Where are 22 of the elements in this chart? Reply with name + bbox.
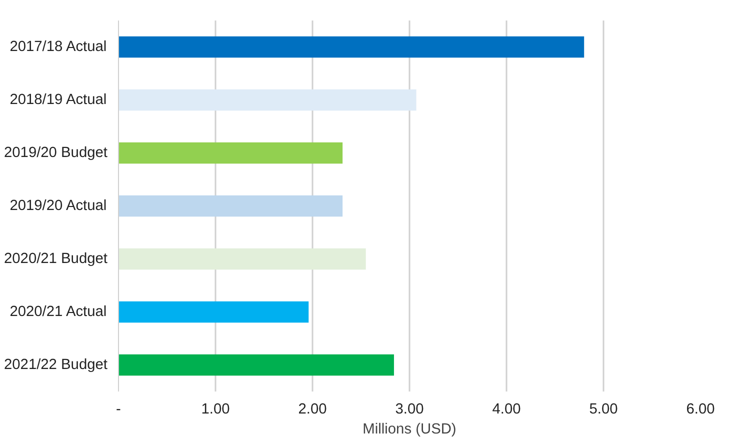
y-tick-label: 2020/21 Actual bbox=[10, 304, 107, 320]
y-tick-label: 2017/18 Actual bbox=[10, 39, 107, 55]
x-tick-label: 5.00 bbox=[589, 402, 618, 418]
x-tick-label: 6.00 bbox=[686, 402, 715, 418]
x-tick-label: 1.00 bbox=[201, 402, 230, 418]
bar bbox=[118, 301, 309, 323]
bar bbox=[118, 195, 343, 217]
bar bbox=[118, 89, 416, 111]
x-tick-label: 2.00 bbox=[298, 402, 327, 418]
bar bbox=[118, 36, 584, 58]
y-tick-label: 2018/19 Actual bbox=[10, 92, 107, 108]
y-tick-label: 2019/20 Actual bbox=[10, 198, 107, 214]
x-tick-label: - bbox=[116, 402, 122, 418]
y-tick-label: 2019/20 Budget bbox=[4, 145, 108, 161]
y-tick-label: 2021/22 Budget bbox=[4, 357, 108, 373]
y-tick-label: 2020/21 Budget bbox=[4, 251, 108, 267]
bar bbox=[118, 354, 394, 376]
bar bbox=[118, 142, 343, 164]
bar bbox=[118, 248, 366, 270]
x-tick-label: 4.00 bbox=[492, 402, 521, 418]
x-tick-label: 3.00 bbox=[395, 402, 424, 418]
x-axis-title: Millions (USD) bbox=[362, 422, 456, 438]
